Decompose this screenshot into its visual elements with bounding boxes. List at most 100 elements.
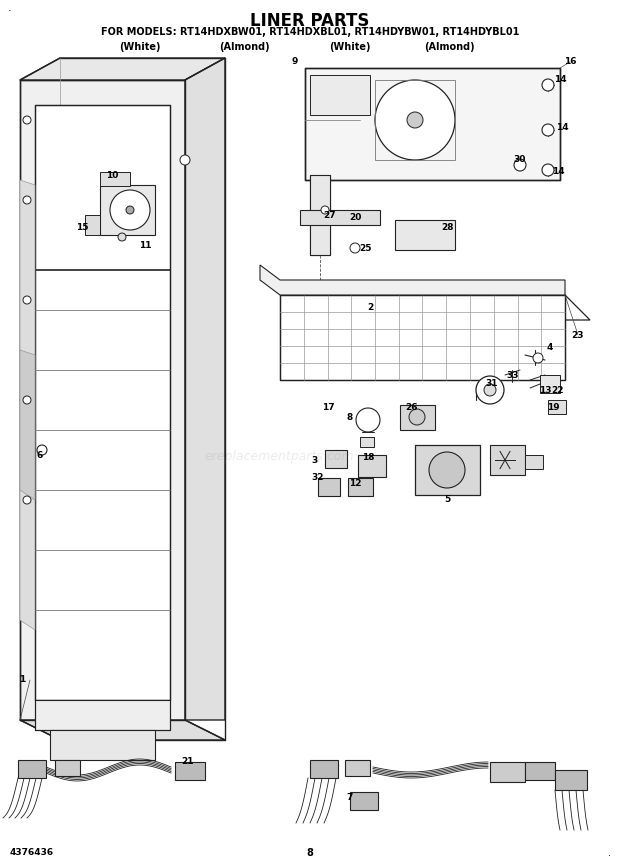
Text: 2: 2: [367, 303, 373, 313]
Text: 25: 25: [359, 244, 371, 252]
Polygon shape: [185, 58, 225, 720]
Text: 9: 9: [292, 58, 298, 66]
Polygon shape: [50, 730, 155, 760]
Bar: [540, 375, 560, 393]
Bar: [85, 215, 100, 235]
Ellipse shape: [37, 445, 47, 455]
Ellipse shape: [542, 124, 554, 136]
Text: 8: 8: [306, 848, 314, 858]
Text: 4376436: 4376436: [9, 848, 53, 857]
Bar: [345, 760, 370, 776]
Ellipse shape: [23, 296, 31, 304]
Bar: [350, 792, 378, 810]
Text: 22: 22: [552, 386, 564, 394]
Bar: [348, 478, 373, 496]
Polygon shape: [300, 210, 380, 225]
Text: FOR MODELS: RT14HDXBW01, RT14HDXBL01, RT14HDYBW01, RT14HDYBL01: FOR MODELS: RT14HDXBW01, RT14HDXBL01, RT…: [101, 27, 519, 37]
Bar: [375, 80, 455, 160]
Ellipse shape: [180, 155, 190, 165]
Text: 10: 10: [106, 170, 118, 179]
Bar: [55, 760, 80, 776]
Text: 6: 6: [37, 450, 43, 460]
Text: 14: 14: [556, 123, 569, 133]
Text: (Almond): (Almond): [424, 42, 475, 52]
Text: .: .: [608, 848, 611, 858]
Text: 27: 27: [324, 210, 336, 220]
Bar: [400, 405, 435, 430]
Text: LINER PARTS: LINER PARTS: [250, 12, 370, 30]
Ellipse shape: [542, 79, 554, 91]
Text: 30: 30: [514, 156, 526, 164]
Text: (Almond): (Almond): [219, 42, 270, 52]
Bar: [18, 760, 46, 778]
Text: 33: 33: [507, 370, 520, 380]
Text: 8: 8: [347, 413, 353, 423]
Text: 16: 16: [564, 58, 576, 66]
Text: 31: 31: [485, 379, 498, 387]
Text: 12: 12: [349, 479, 361, 487]
Text: 26: 26: [405, 404, 419, 412]
Text: 19: 19: [547, 404, 559, 412]
Text: (White): (White): [119, 42, 160, 52]
Polygon shape: [35, 700, 170, 730]
Text: ·: ·: [7, 6, 11, 16]
Text: 14: 14: [554, 76, 566, 84]
Bar: [490, 762, 525, 782]
Text: 1: 1: [19, 676, 25, 684]
Ellipse shape: [429, 452, 465, 488]
Text: 28: 28: [441, 224, 454, 232]
Bar: [358, 455, 386, 477]
Bar: [310, 75, 370, 115]
Polygon shape: [20, 350, 35, 500]
Text: 7: 7: [347, 794, 353, 802]
Polygon shape: [20, 180, 35, 630]
Polygon shape: [280, 295, 565, 380]
Ellipse shape: [356, 408, 380, 432]
Bar: [360, 437, 374, 447]
Text: ereplacementparts.com: ereplacementparts.com: [204, 449, 354, 463]
Text: 21: 21: [182, 758, 194, 766]
Bar: [415, 445, 480, 495]
Ellipse shape: [23, 116, 31, 124]
Text: 15: 15: [76, 224, 88, 232]
Text: 5: 5: [444, 495, 450, 505]
Text: 17: 17: [322, 404, 334, 412]
Ellipse shape: [321, 206, 329, 214]
Text: 3: 3: [312, 455, 318, 464]
Bar: [548, 400, 566, 414]
Bar: [318, 478, 340, 496]
Polygon shape: [310, 175, 330, 255]
Polygon shape: [20, 58, 225, 80]
Text: 14: 14: [552, 168, 564, 177]
Bar: [100, 185, 155, 235]
Bar: [100, 172, 130, 186]
Ellipse shape: [23, 196, 31, 204]
Polygon shape: [395, 220, 455, 250]
Text: 32: 32: [312, 474, 324, 482]
Ellipse shape: [407, 112, 423, 128]
Bar: [490, 445, 525, 475]
Ellipse shape: [476, 376, 504, 404]
Ellipse shape: [118, 233, 126, 241]
Ellipse shape: [350, 243, 360, 253]
Ellipse shape: [23, 496, 31, 504]
Bar: [525, 762, 555, 780]
Text: 18: 18: [361, 454, 374, 462]
Polygon shape: [35, 105, 170, 700]
Bar: [310, 760, 338, 778]
Polygon shape: [20, 720, 225, 740]
Ellipse shape: [533, 353, 543, 363]
Bar: [555, 770, 587, 790]
Polygon shape: [280, 290, 590, 320]
Ellipse shape: [126, 206, 134, 214]
Ellipse shape: [110, 190, 150, 230]
Text: 4: 4: [547, 344, 553, 352]
Text: 11: 11: [139, 240, 151, 250]
Text: 23: 23: [572, 331, 584, 339]
Bar: [325, 450, 347, 468]
Text: 13: 13: [539, 386, 551, 394]
Polygon shape: [305, 68, 560, 180]
Text: 20: 20: [349, 214, 361, 222]
Polygon shape: [260, 265, 565, 295]
Ellipse shape: [409, 409, 425, 425]
